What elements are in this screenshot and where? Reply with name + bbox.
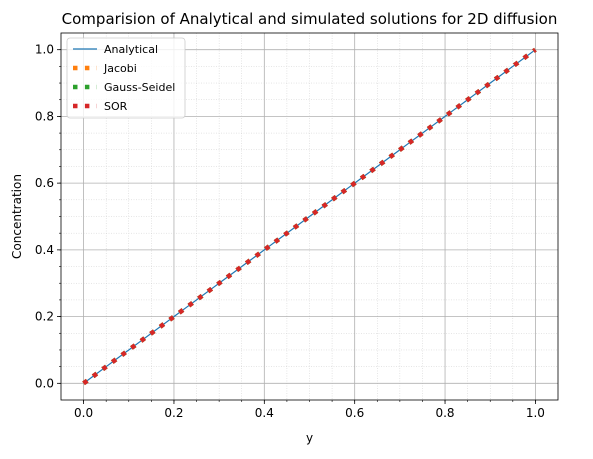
y-tick-label: 0.4 [35,243,54,257]
y-tick-label: 0.8 [35,109,54,123]
x-tick-label: 0.6 [345,406,364,420]
x-tick-label: 0.4 [255,406,274,420]
x-tick-label: 0.8 [435,406,454,420]
legend-label: SOR [104,100,128,113]
y-tick-label: 1.0 [35,43,54,57]
y-tick-label: 0.6 [35,176,54,190]
y-tick-label: 0.0 [35,376,54,390]
legend-label: Gauss-Seidel [104,81,175,94]
x-tick-label: 1.0 [526,406,545,420]
y-tick-label: 0.2 [35,310,54,324]
y-axis-label: Concentration [10,174,24,259]
x-axis-label: y [306,431,313,445]
legend-label: Jacobi [103,62,137,75]
legend-label: Analytical [104,43,158,56]
legend: Analytical Jacobi Gauss-Seidel SOR [67,38,185,118]
x-tick-label: 0.0 [74,406,93,420]
chart-title: Comparision of Analytical and simulated … [62,10,558,28]
x-tick-label: 0.2 [164,406,183,420]
